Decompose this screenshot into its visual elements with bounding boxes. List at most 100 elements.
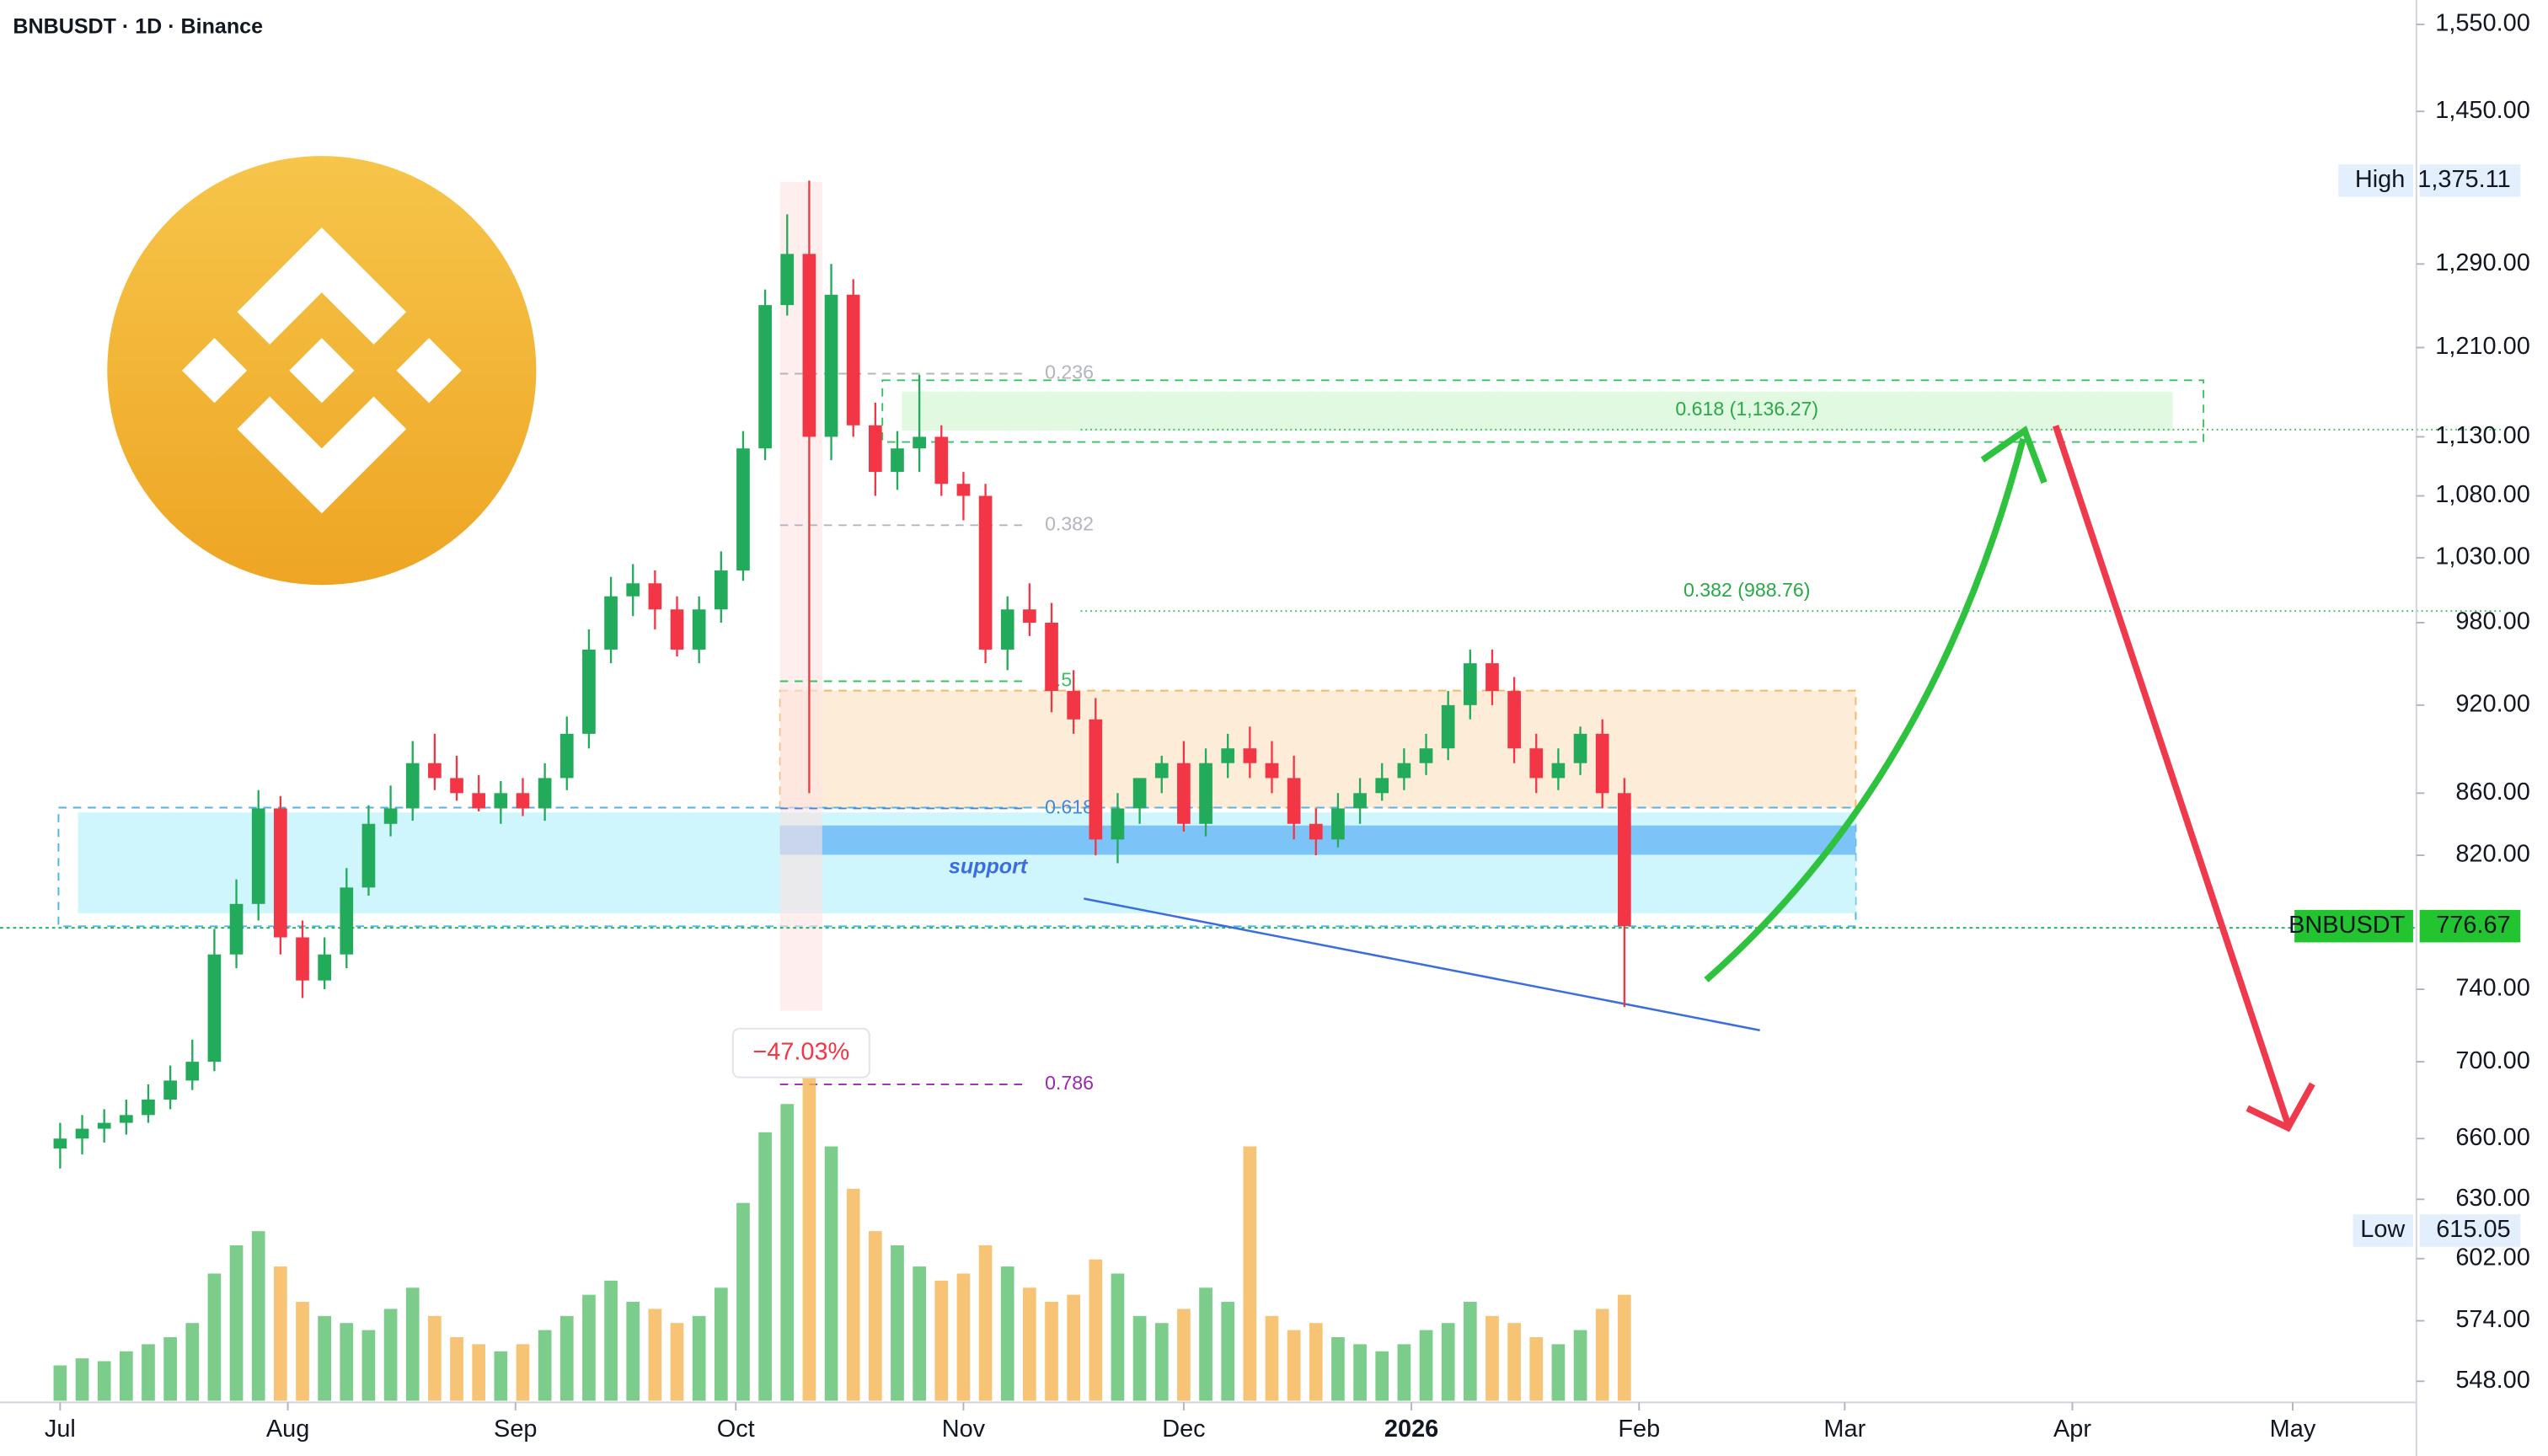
y-tick-label: 820.00 (2455, 841, 2529, 868)
candle-body (1199, 763, 1212, 824)
candle-body (1132, 778, 1147, 809)
fib-label: 0.236 (1045, 361, 1094, 383)
candle-body (1111, 808, 1125, 840)
candle-body (824, 294, 838, 437)
candle-body (1089, 719, 1103, 840)
volume-bar (913, 1266, 926, 1401)
volume-bar (274, 1266, 287, 1401)
volume-bar (405, 1287, 420, 1401)
volume-bar (780, 1104, 795, 1401)
volume-bar (494, 1351, 508, 1401)
candle-body (97, 1122, 111, 1129)
y-tick-label: 1,550.00 (2435, 10, 2530, 37)
candle-body (913, 436, 926, 449)
candle-body (670, 609, 684, 650)
drop-label-box (731, 1027, 870, 1079)
axis-badge-name: BNBUSDT (2288, 912, 2405, 939)
fib-label: 0.382 (1045, 512, 1094, 534)
candle-body (978, 495, 993, 650)
candle-body (494, 793, 508, 809)
x-tick-label: May (2270, 1416, 2316, 1443)
y-tick-label: 1,290.00 (2435, 249, 2530, 276)
candle-body (119, 1115, 133, 1123)
candle-body (1067, 691, 1081, 720)
candle-body (1485, 663, 1499, 692)
resistance-zone (779, 689, 1857, 809)
candle-body (185, 1062, 200, 1081)
x-tick-label: Feb (1618, 1416, 1660, 1443)
candle-body (229, 903, 244, 955)
candle-body (1309, 823, 1323, 840)
volume-bar (1618, 1294, 1631, 1401)
candle-body (559, 733, 574, 779)
volume-bar (736, 1202, 750, 1401)
candle-body (1177, 763, 1191, 824)
candle-body (1221, 748, 1235, 763)
candle-body (1353, 793, 1367, 809)
volume-bar (978, 1245, 993, 1401)
candle-body (692, 609, 706, 650)
x-tick-label: Sep (494, 1416, 537, 1443)
candle-body (1463, 663, 1477, 705)
candle-body (956, 484, 971, 496)
x-tick-label: Apr (2053, 1416, 2091, 1443)
volume-bar (1089, 1259, 1103, 1401)
candle-body (75, 1128, 89, 1139)
volume-bar (1265, 1315, 1279, 1401)
candle-body (1419, 748, 1433, 763)
volume-bar (1595, 1309, 1609, 1401)
axis-badge (2419, 1214, 2521, 1247)
volume-bar (1507, 1323, 1521, 1401)
volume-bar (296, 1302, 309, 1401)
volume-bar (868, 1231, 882, 1401)
candle-body (626, 583, 640, 597)
volume-bar (361, 1330, 376, 1401)
candle-body (251, 808, 265, 904)
candle-body (142, 1100, 155, 1116)
volume-bar (1132, 1315, 1147, 1401)
candle-body (868, 425, 882, 473)
axis-badge-value: 615.05 (2436, 1216, 2510, 1243)
volume-bar (1177, 1309, 1191, 1401)
candle-body (1529, 748, 1544, 779)
volume-bar (1309, 1323, 1323, 1401)
axis-badge-name-bg (2338, 164, 2413, 197)
volume-bar (648, 1309, 662, 1401)
candle-body (1243, 748, 1257, 763)
volume-bar (1045, 1302, 1058, 1401)
volume-bar (956, 1273, 971, 1401)
candle-body (1045, 622, 1058, 692)
volume-bar (1573, 1330, 1587, 1401)
axis-badge-value: 776.67 (2436, 912, 2510, 939)
volume-bar (1000, 1266, 1014, 1401)
down-arrow-head (2246, 1082, 2315, 1132)
candle-body (1265, 763, 1279, 779)
candle-body (1551, 763, 1566, 779)
y-tick-label: 574.00 (2455, 1306, 2529, 1333)
x-tick-label: Oct (717, 1416, 755, 1443)
volume-bar (824, 1146, 838, 1401)
volume-bar (1154, 1323, 1169, 1401)
volume-bar (582, 1294, 596, 1401)
axis-badge-name-bg (2294, 909, 2413, 943)
candle-body (296, 937, 309, 981)
y-tick-label: 1,030.00 (2435, 543, 2530, 570)
y-tick-label: 700.00 (2455, 1047, 2529, 1074)
drawings (0, 182, 2417, 1031)
y-tick-label: 860.00 (2455, 779, 2529, 806)
candle-body (472, 793, 486, 809)
x-tick-label: Jul (45, 1416, 76, 1443)
candle-body (1618, 793, 1631, 927)
candle-body (1000, 609, 1014, 650)
volume-bar (1243, 1146, 1257, 1401)
volume-bar (472, 1344, 486, 1401)
trendline (1084, 897, 1760, 1031)
down-arrow (2052, 425, 2292, 1126)
candle-body (428, 763, 442, 779)
target-zone-outline (881, 379, 2205, 443)
target-zone (902, 391, 2173, 431)
volume-bar (758, 1132, 772, 1401)
x-tick-label: Mar (1823, 1416, 1866, 1443)
fib-label: 0.786 (1045, 1072, 1094, 1094)
